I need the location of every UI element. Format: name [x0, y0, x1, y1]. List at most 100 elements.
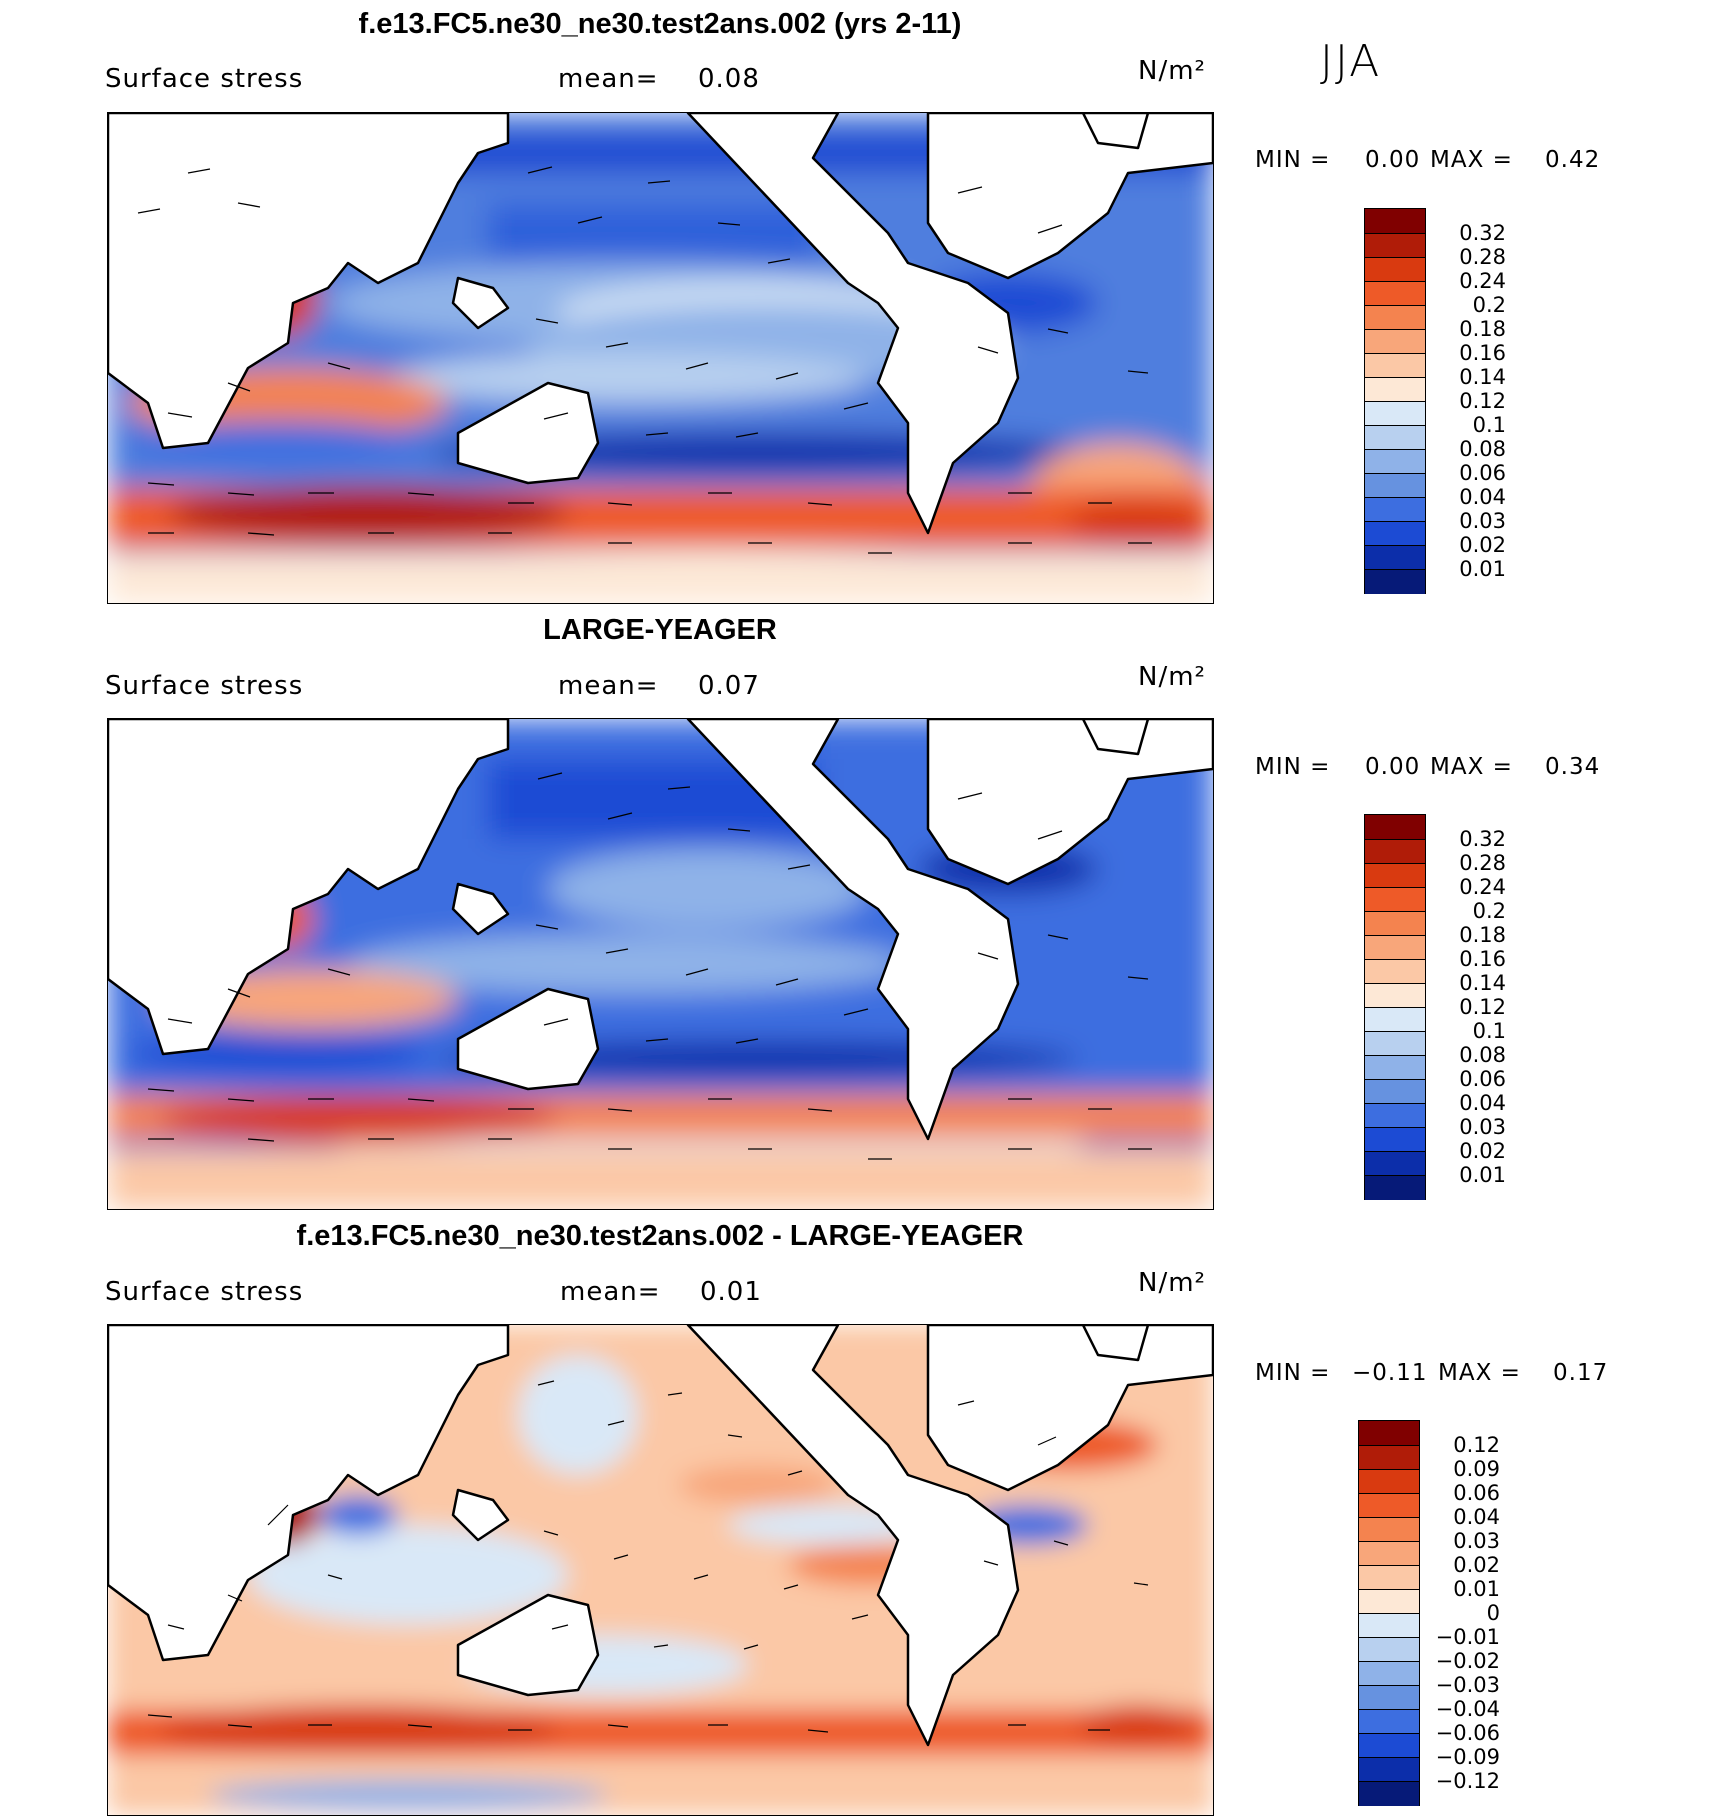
colorbar-tick-label: 0.03: [1459, 508, 1506, 533]
colorbar-swatch: [1365, 959, 1425, 984]
colorbar-tick-label: 0.04: [1459, 1090, 1506, 1115]
colorbar-swatch: [1359, 1613, 1419, 1638]
colorbar-swatch: [1359, 1541, 1419, 1566]
colorbar-swatch: [1359, 1733, 1419, 1758]
panel-2-variable-label: Surface stress: [105, 671, 304, 701]
panel-1-mean-value: 0.08: [698, 64, 760, 94]
colorbar-swatch: [1359, 1589, 1419, 1614]
panel-2-max-label: MAX =: [1430, 754, 1513, 780]
colorbar-swatch: [1365, 257, 1425, 282]
colorbar-swatch: [1365, 1079, 1425, 1104]
colorbar-swatch: [1365, 1103, 1425, 1128]
colorbar-tick-label: 0.02: [1459, 532, 1506, 557]
colorbar-swatch: [1365, 353, 1425, 378]
panel-3-units: N/m²: [1138, 1268, 1206, 1298]
colorbar-tick-label: 0.32: [1459, 220, 1506, 245]
colorbar-tick-label: 0.03: [1453, 1528, 1500, 1553]
colorbar-swatch: [1359, 1469, 1419, 1494]
colorbar-tick-label: 0: [1486, 1600, 1500, 1625]
colorbar-swatch: [1365, 473, 1425, 498]
colorbar-tick-label: 0.12: [1459, 994, 1506, 1019]
colorbar-tick-label: −0.04: [1435, 1696, 1500, 1721]
colorbar-tick-label: 0.28: [1459, 244, 1506, 269]
colorbar-tick-label: 0.04: [1459, 484, 1506, 509]
colorbar-swatch: [1365, 305, 1425, 330]
colorbar-tick-label: 0.01: [1453, 1576, 1500, 1601]
colorbar-swatch: [1359, 1493, 1419, 1518]
colorbar-swatch: [1365, 935, 1425, 960]
panel-1-map-svg: [108, 113, 1213, 603]
panel-1-max-value: 0.42: [1545, 147, 1601, 173]
panel-3-max-value: 0.17: [1553, 1360, 1609, 1386]
panel-2-title: LARGE-YEAGER: [543, 614, 777, 646]
colorbar-tick-label: −0.06: [1435, 1720, 1500, 1745]
colorbar-swatch: [1365, 569, 1425, 594]
colorbar-swatch: [1365, 401, 1425, 426]
panel-2-max-value: 0.34: [1545, 754, 1601, 780]
panel-1-map: [107, 112, 1214, 604]
colorbar-tick-label: 0.16: [1459, 340, 1506, 365]
panel-2-mean-label: mean=: [558, 671, 659, 701]
colorbar-swatch: [1359, 1421, 1419, 1445]
colorbar-swatch: [1359, 1661, 1419, 1686]
colorbar-tick-label: 0.08: [1459, 436, 1506, 461]
colorbar-swatch: [1365, 1031, 1425, 1056]
colorbar-tick-label: −0.12: [1435, 1768, 1500, 1793]
colorbar-swatch: [1365, 1127, 1425, 1152]
colorbar-tick-label: 0.16: [1459, 946, 1506, 971]
colorbar-swatch: [1365, 1175, 1425, 1200]
colorbar-swatch: [1365, 377, 1425, 402]
panel-2-min-label: MIN =: [1255, 754, 1331, 780]
colorbar-tick-label: −0.02: [1435, 1648, 1500, 1673]
colorbar-tick-label: 0.18: [1459, 922, 1506, 947]
colorbar-swatch: [1359, 1445, 1419, 1470]
panel-1-mean-label: mean=: [558, 64, 659, 94]
colorbar-tick-label: 0.1: [1472, 412, 1506, 437]
panel-2-map-svg: [108, 719, 1213, 1209]
panel-2-mean-value: 0.07: [698, 671, 760, 701]
colorbar-tick-label: 0.2: [1472, 898, 1506, 923]
colorbar-swatch: [1365, 521, 1425, 546]
colorbar-swatch: [1365, 911, 1425, 936]
colorbar-swatch: [1365, 209, 1425, 233]
colorbar-swatch: [1365, 863, 1425, 888]
colorbar-tick-label: 0.14: [1459, 970, 1506, 995]
colorbar-swatch: [1365, 815, 1425, 839]
colorbar-swatch: [1365, 425, 1425, 450]
colorbar-swatch: [1365, 839, 1425, 864]
colorbar-tick-label: −0.09: [1435, 1744, 1500, 1769]
colorbar-tick-label: 0.02: [1459, 1138, 1506, 1163]
colorbar-swatch: [1365, 887, 1425, 912]
colorbar-swatch: [1359, 1517, 1419, 1542]
colorbar-tick-label: 0.24: [1459, 874, 1506, 899]
panel-2-colorbar: [1364, 814, 1426, 1200]
panel-3-title: f.e13.FC5.ne30_ne30.test2ans.002 - LARGE…: [296, 1220, 1024, 1252]
colorbar-swatch: [1365, 497, 1425, 522]
colorbar-swatch: [1365, 281, 1425, 306]
colorbar-tick-label: 0.09: [1453, 1456, 1500, 1481]
colorbar-swatch: [1365, 233, 1425, 258]
panel-2-map: [107, 718, 1214, 1210]
panel-2-units: N/m²: [1138, 662, 1206, 692]
panel-3-map-svg: [108, 1325, 1213, 1815]
panel-3-colorbar: [1358, 1420, 1420, 1806]
panel-3-mean-label: mean=: [560, 1277, 661, 1307]
colorbar-swatch: [1365, 1055, 1425, 1080]
colorbar-tick-label: 0.12: [1453, 1432, 1500, 1457]
panel-2-min-value: 0.00: [1365, 754, 1421, 780]
colorbar-swatch: [1359, 1685, 1419, 1710]
season-label: JJA: [1320, 36, 1382, 87]
panel-1-units: N/m²: [1138, 56, 1206, 86]
colorbar-tick-label: 0.06: [1459, 460, 1506, 485]
colorbar-tick-label: 0.32: [1459, 826, 1506, 851]
colorbar-tick-label: 0.08: [1459, 1042, 1506, 1067]
colorbar-swatch: [1359, 1709, 1419, 1734]
panel-3-map: [107, 1324, 1214, 1816]
panel-1-colorbar: [1364, 208, 1426, 594]
colorbar-tick-label: 0.28: [1459, 850, 1506, 875]
colorbar-tick-label: 0.06: [1453, 1480, 1500, 1505]
colorbar-swatch: [1365, 329, 1425, 354]
colorbar-tick-label: 0.18: [1459, 316, 1506, 341]
panel-3-mean-value: 0.01: [700, 1277, 762, 1307]
panel-1-min-value: 0.00: [1365, 147, 1421, 173]
